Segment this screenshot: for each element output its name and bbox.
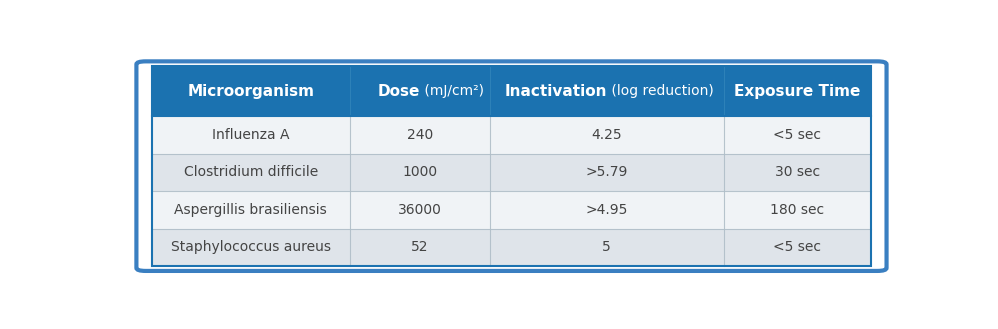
FancyBboxPatch shape: [137, 62, 886, 271]
Text: 36000: 36000: [398, 203, 442, 217]
Text: 30 sec: 30 sec: [774, 165, 820, 180]
Text: (log reduction): (log reduction): [607, 85, 714, 98]
Bar: [152, 66, 871, 266]
Text: Influenza A: Influenza A: [212, 128, 289, 142]
Text: 52: 52: [411, 240, 428, 254]
Text: 180 sec: 180 sec: [770, 203, 824, 217]
Text: Clostridium difficile: Clostridium difficile: [184, 165, 318, 180]
Text: 5: 5: [603, 240, 611, 254]
Text: >5.79: >5.79: [586, 165, 628, 180]
Text: Dose: Dose: [377, 84, 420, 99]
Bar: [152, 154, 871, 191]
Bar: [152, 229, 871, 266]
Text: Inactivation: Inactivation: [504, 84, 607, 99]
Text: 1000: 1000: [402, 165, 437, 180]
Text: (mJ/cm²): (mJ/cm²): [420, 85, 484, 98]
Text: Staphylococcus aureus: Staphylococcus aureus: [171, 240, 330, 254]
Text: 4.25: 4.25: [592, 128, 622, 142]
Text: <5 sec: <5 sec: [773, 240, 821, 254]
Text: 240: 240: [406, 128, 433, 142]
Bar: [152, 66, 871, 116]
Text: Exposure Time: Exposure Time: [735, 84, 860, 99]
Text: >4.95: >4.95: [586, 203, 628, 217]
Bar: [152, 191, 871, 229]
Text: <5 sec: <5 sec: [773, 128, 821, 142]
Text: Aspergillis brasiliensis: Aspergillis brasiliensis: [175, 203, 327, 217]
Bar: [152, 116, 871, 154]
Text: Microorganism: Microorganism: [188, 84, 314, 99]
